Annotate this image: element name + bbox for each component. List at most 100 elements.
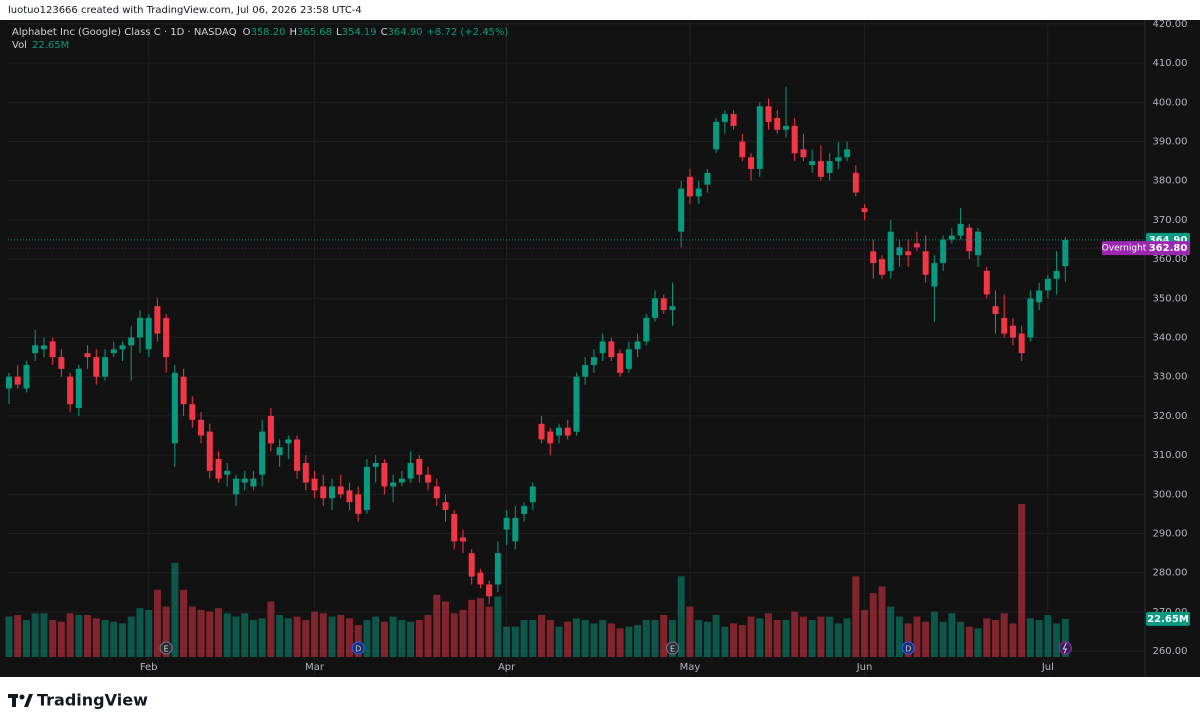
volume-bar bbox=[817, 616, 825, 657]
volume-bar bbox=[895, 616, 903, 657]
volume-bar bbox=[511, 626, 519, 657]
volume-bar bbox=[31, 613, 39, 657]
volume-tag-label: 22.65M bbox=[1147, 614, 1189, 625]
volume-bar bbox=[328, 616, 336, 657]
candle-body bbox=[136, 317, 143, 338]
candle-body bbox=[713, 121, 720, 150]
candle-body bbox=[983, 270, 990, 295]
candle-body bbox=[390, 482, 397, 487]
volume-bar bbox=[75, 614, 83, 657]
candle-body bbox=[425, 474, 432, 483]
volume-bar bbox=[703, 621, 711, 657]
volume-bar bbox=[712, 614, 720, 657]
x-tick-label: Jun bbox=[856, 662, 873, 673]
volume-bar bbox=[1000, 613, 1008, 657]
dividend-icon bbox=[1058, 641, 1072, 655]
candle-body bbox=[756, 106, 763, 169]
volume-bar bbox=[686, 606, 694, 657]
y-tick-label: 260.00 bbox=[1153, 646, 1188, 657]
candle-body bbox=[145, 317, 152, 350]
candle-body bbox=[372, 462, 379, 467]
candle-body bbox=[215, 459, 222, 479]
logo-part bbox=[19, 694, 25, 700]
candle-body bbox=[320, 486, 327, 499]
candle-body bbox=[110, 349, 117, 354]
volume-bar bbox=[5, 616, 13, 657]
candle-body bbox=[494, 553, 501, 585]
overnight-tag-label: Overnight bbox=[1102, 244, 1147, 254]
candle-body bbox=[948, 235, 955, 240]
candle-body bbox=[608, 341, 615, 358]
legend-key: L bbox=[336, 27, 342, 38]
candle-body bbox=[870, 251, 877, 264]
volume-bar bbox=[92, 618, 100, 657]
volume-bar bbox=[363, 620, 371, 657]
candle-body bbox=[652, 298, 659, 318]
volume-bar bbox=[380, 621, 388, 657]
volume-bar bbox=[1053, 623, 1061, 657]
candle-body bbox=[1001, 317, 1008, 334]
candle-body bbox=[660, 298, 667, 311]
candle-body bbox=[503, 517, 510, 530]
candle-body bbox=[206, 431, 213, 471]
volume-bar bbox=[625, 626, 633, 657]
volume-bar bbox=[747, 616, 755, 657]
candle-body bbox=[940, 239, 947, 264]
overnight-tag bbox=[1102, 241, 1190, 256]
volume-bar bbox=[904, 623, 912, 657]
footer-brand: TradingView bbox=[37, 691, 148, 710]
candle-body bbox=[451, 513, 458, 542]
overnight-price-label: 362.80 bbox=[1149, 243, 1188, 254]
candle-body bbox=[486, 584, 493, 597]
candle-body bbox=[782, 125, 789, 130]
candle-body bbox=[590, 357, 597, 365]
volume-bar bbox=[407, 621, 415, 657]
volume-bar bbox=[607, 623, 615, 657]
volume-bar bbox=[983, 618, 991, 657]
legend-key: H bbox=[289, 27, 297, 38]
event-badge bbox=[901, 641, 915, 655]
x-tick-label: Jul bbox=[1041, 662, 1054, 673]
volume-bar bbox=[773, 620, 781, 657]
volume-bar bbox=[345, 618, 353, 657]
legend-value: 354.19 bbox=[342, 27, 377, 38]
candle-body bbox=[67, 376, 74, 405]
volume-bar bbox=[1009, 623, 1017, 657]
event-label: D bbox=[905, 645, 911, 654]
candle-body bbox=[521, 506, 528, 514]
volume-bar bbox=[930, 611, 938, 657]
volume-bar bbox=[450, 613, 458, 657]
volume-bar bbox=[442, 601, 449, 657]
volume-tag bbox=[1146, 611, 1190, 626]
candle-body bbox=[276, 447, 283, 456]
candle-body bbox=[1009, 325, 1016, 338]
volume-bar bbox=[913, 616, 921, 657]
candle-body bbox=[285, 439, 292, 444]
volume-legend: Vol 22.65M bbox=[12, 40, 69, 51]
volume-bar bbox=[799, 616, 807, 657]
candle-body bbox=[896, 247, 903, 256]
volume-bar bbox=[311, 611, 319, 657]
volume-bar bbox=[249, 620, 257, 657]
y-tick-label: 300.00 bbox=[1153, 489, 1188, 500]
candle-body bbox=[582, 364, 589, 377]
volume-bar bbox=[695, 620, 703, 657]
y-tick-label: 400.00 bbox=[1153, 97, 1188, 108]
candle-body bbox=[966, 227, 973, 252]
legend-title: Alphabet Inc (Google) Class C · 1D · NAS… bbox=[12, 27, 237, 38]
volume-bar bbox=[843, 618, 851, 657]
volume-bar bbox=[948, 613, 956, 657]
volume-bar bbox=[1035, 620, 1043, 657]
candle-body bbox=[643, 317, 650, 342]
volume-bar bbox=[14, 614, 22, 657]
event-label: E bbox=[164, 645, 169, 654]
volume-bar bbox=[660, 614, 668, 657]
candle-body bbox=[346, 490, 353, 503]
volume-bar bbox=[127, 616, 135, 657]
volume-bar bbox=[372, 616, 380, 657]
event-label: E bbox=[670, 645, 675, 654]
candle-body bbox=[887, 231, 894, 271]
candle-body bbox=[599, 341, 606, 354]
volume-bar bbox=[546, 620, 554, 657]
candle-body bbox=[232, 478, 239, 495]
